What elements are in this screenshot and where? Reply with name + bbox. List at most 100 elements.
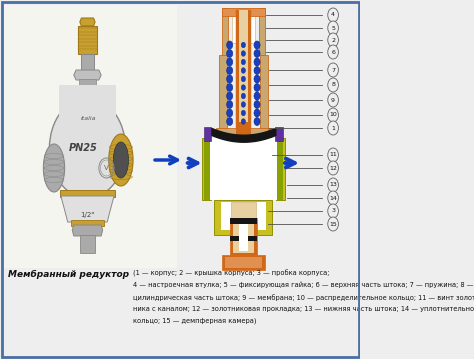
Circle shape xyxy=(254,117,260,126)
Circle shape xyxy=(328,45,338,59)
FancyBboxPatch shape xyxy=(233,220,254,253)
Circle shape xyxy=(254,92,260,100)
Circle shape xyxy=(227,84,233,92)
FancyBboxPatch shape xyxy=(210,138,277,160)
FancyBboxPatch shape xyxy=(236,10,251,130)
Polygon shape xyxy=(80,18,95,26)
Circle shape xyxy=(328,108,338,122)
Text: 4: 4 xyxy=(331,13,335,18)
Circle shape xyxy=(254,75,260,83)
Circle shape xyxy=(254,109,260,117)
Circle shape xyxy=(254,50,260,57)
Text: italia: italia xyxy=(81,116,97,121)
Circle shape xyxy=(241,119,246,124)
Text: 1: 1 xyxy=(331,126,335,131)
Text: PN25: PN25 xyxy=(69,143,98,153)
Text: 10: 10 xyxy=(329,112,337,117)
Polygon shape xyxy=(201,138,220,200)
Circle shape xyxy=(241,110,246,116)
Text: 14: 14 xyxy=(329,196,337,200)
FancyBboxPatch shape xyxy=(231,202,255,220)
FancyBboxPatch shape xyxy=(222,255,264,270)
Polygon shape xyxy=(72,225,103,236)
FancyBboxPatch shape xyxy=(71,220,104,226)
FancyBboxPatch shape xyxy=(232,8,255,43)
FancyBboxPatch shape xyxy=(260,55,268,130)
FancyBboxPatch shape xyxy=(275,127,283,141)
FancyBboxPatch shape xyxy=(79,79,96,87)
Text: 11: 11 xyxy=(329,153,337,158)
Polygon shape xyxy=(74,70,101,80)
Text: 9: 9 xyxy=(331,98,335,103)
Text: ника с каналом; 12 — золотниковая прокладка; 13 — нижняя часть штока; 14 — уплот: ника с каналом; 12 — золотниковая прокла… xyxy=(133,306,474,312)
Circle shape xyxy=(254,84,260,92)
FancyBboxPatch shape xyxy=(222,8,264,16)
Circle shape xyxy=(241,85,246,90)
Ellipse shape xyxy=(49,98,126,198)
Circle shape xyxy=(328,217,338,231)
FancyBboxPatch shape xyxy=(204,140,210,200)
FancyBboxPatch shape xyxy=(60,190,115,197)
FancyBboxPatch shape xyxy=(220,202,266,230)
Ellipse shape xyxy=(55,162,62,168)
Circle shape xyxy=(227,41,233,49)
Ellipse shape xyxy=(53,159,64,171)
Circle shape xyxy=(328,63,338,77)
Circle shape xyxy=(241,93,246,99)
FancyBboxPatch shape xyxy=(239,10,248,122)
Circle shape xyxy=(328,161,338,175)
Ellipse shape xyxy=(43,144,64,192)
FancyBboxPatch shape xyxy=(204,127,211,141)
Circle shape xyxy=(328,204,338,218)
FancyBboxPatch shape xyxy=(230,218,257,224)
FancyBboxPatch shape xyxy=(239,224,248,251)
Text: 4 — настроечная втулка; 5 — фиксирующая гайка; 6 — верхняя часть штока; 7 — пруж: 4 — настроечная втулка; 5 — фиксирующая … xyxy=(133,282,474,289)
Text: цилиндрическая часть штока; 9 — мембрана; 10 — распределительное кольцо; 11 — ви: цилиндрическая часть штока; 9 — мембрана… xyxy=(133,294,474,301)
Circle shape xyxy=(227,58,233,66)
FancyBboxPatch shape xyxy=(236,128,251,138)
Circle shape xyxy=(227,92,233,100)
Text: 3: 3 xyxy=(331,209,335,214)
FancyBboxPatch shape xyxy=(218,129,268,137)
Text: 5: 5 xyxy=(331,25,335,31)
FancyBboxPatch shape xyxy=(59,85,116,135)
Text: 7: 7 xyxy=(331,67,335,73)
Circle shape xyxy=(328,21,338,35)
FancyBboxPatch shape xyxy=(210,158,277,200)
Circle shape xyxy=(328,78,338,92)
Text: 8: 8 xyxy=(331,83,335,88)
FancyBboxPatch shape xyxy=(219,55,227,130)
Circle shape xyxy=(254,41,260,49)
Circle shape xyxy=(241,76,246,82)
Circle shape xyxy=(241,59,246,65)
FancyBboxPatch shape xyxy=(80,235,95,253)
Circle shape xyxy=(254,101,260,108)
Circle shape xyxy=(328,121,338,135)
Circle shape xyxy=(328,191,338,205)
Circle shape xyxy=(241,42,246,48)
Circle shape xyxy=(328,8,338,22)
Circle shape xyxy=(328,178,338,192)
FancyBboxPatch shape xyxy=(222,8,228,55)
Circle shape xyxy=(254,58,260,66)
Text: 1/2": 1/2" xyxy=(80,212,95,218)
Polygon shape xyxy=(266,138,285,200)
Circle shape xyxy=(241,102,246,107)
Circle shape xyxy=(227,66,233,75)
FancyBboxPatch shape xyxy=(82,54,93,72)
Text: 2: 2 xyxy=(331,37,335,42)
Circle shape xyxy=(227,50,233,57)
FancyBboxPatch shape xyxy=(225,257,262,268)
Circle shape xyxy=(241,51,246,56)
Text: кольцо; 15 — демпферная камера): кольцо; 15 — демпферная камера) xyxy=(133,318,256,325)
FancyBboxPatch shape xyxy=(78,26,97,54)
FancyBboxPatch shape xyxy=(259,8,264,55)
Circle shape xyxy=(227,75,233,83)
FancyBboxPatch shape xyxy=(230,218,257,255)
Text: 12: 12 xyxy=(329,165,337,171)
Circle shape xyxy=(241,68,246,73)
Text: 6: 6 xyxy=(331,50,335,55)
FancyBboxPatch shape xyxy=(277,140,283,200)
Circle shape xyxy=(227,109,233,117)
FancyBboxPatch shape xyxy=(216,128,271,138)
